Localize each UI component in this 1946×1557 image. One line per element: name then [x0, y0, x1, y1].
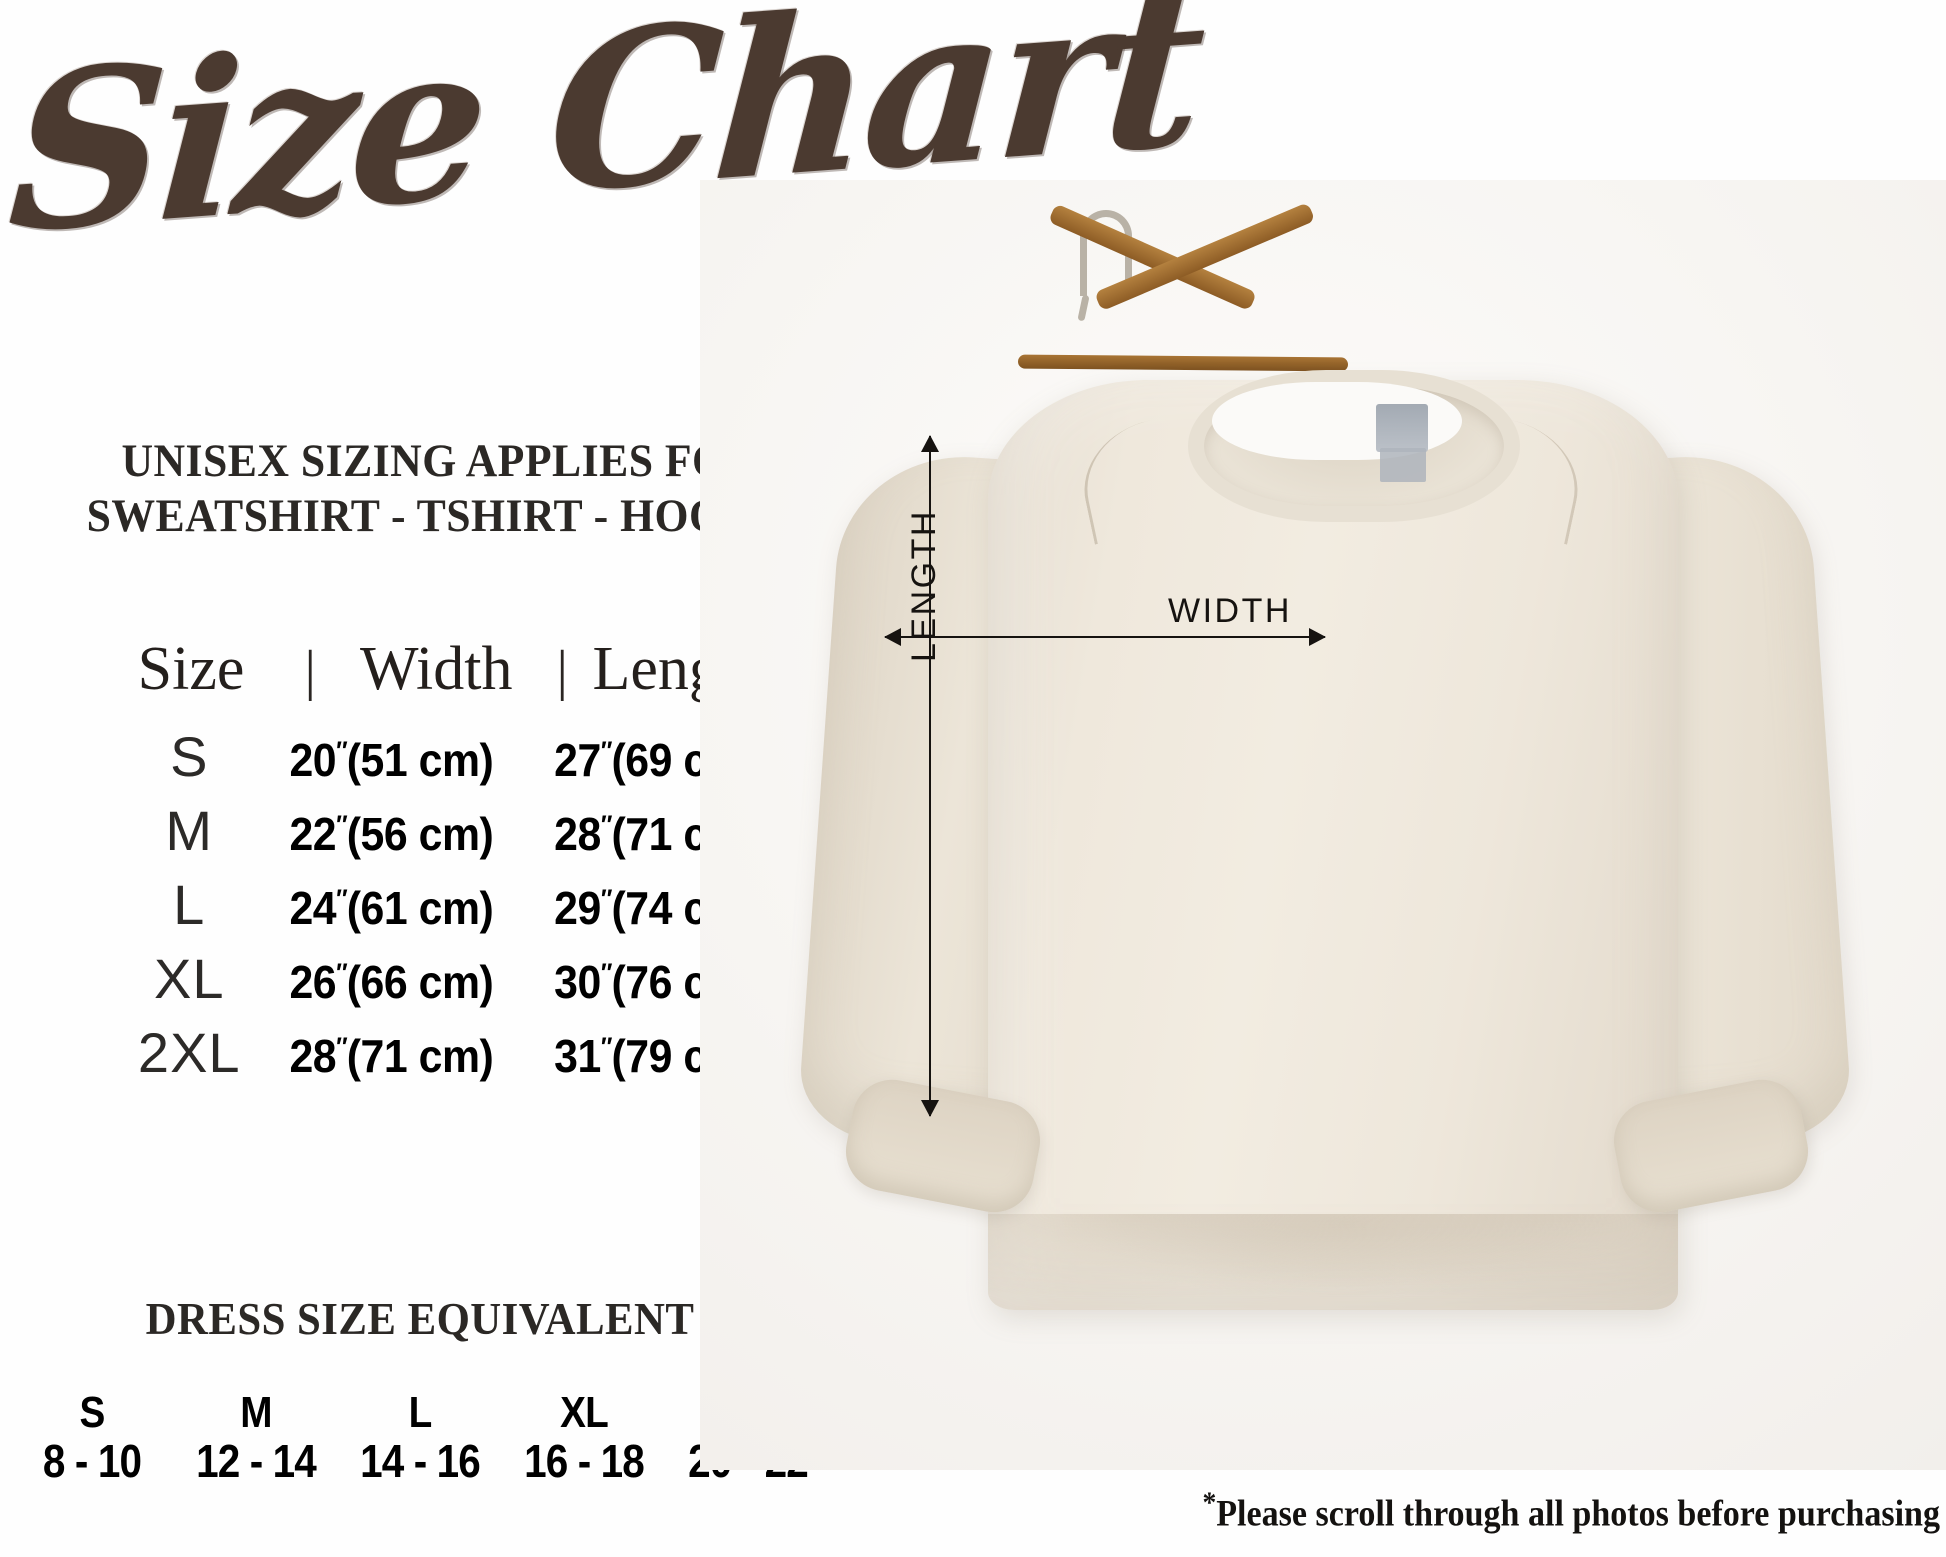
garment-photo: [700, 180, 1946, 1470]
dress-size-cell: S 8 - 10: [10, 1388, 174, 1488]
length-arrow-icon: [921, 435, 939, 1117]
length-inches: 29: [554, 882, 602, 934]
dress-size-cell: XL 16 - 18: [502, 1388, 666, 1488]
length-inches: 30: [554, 956, 602, 1008]
column-header-width: Width: [359, 635, 513, 703]
cell-size: M: [165, 799, 214, 862]
length-measure-label: LENGTH: [905, 509, 943, 662]
length-inches: 28: [554, 808, 602, 860]
cell-size: 2XL: [137, 1021, 241, 1084]
table-row: S 20″(51 cm) 27″(69 cm): [96, 724, 796, 798]
inch-mark: ″: [601, 809, 613, 840]
cell-length: 31″(79 cm): [530, 1029, 777, 1083]
length-inches: 31: [554, 1030, 602, 1082]
length-inches: 27: [554, 734, 602, 786]
dress-size-range: 14 - 16: [360, 1435, 481, 1488]
sweatshirt-illustration: [796, 348, 1854, 1368]
table-row: L 24″(61 cm) 29″(74 cm): [96, 872, 796, 946]
width-cm: (71 cm): [347, 1030, 494, 1082]
width-inches: 26: [289, 956, 337, 1008]
cell-size: L: [173, 873, 206, 936]
table-row: 2XL 28″(71 cm) 31″(79 cm): [96, 1020, 796, 1094]
cell-width: 28″(71 cm): [282, 1029, 512, 1083]
dress-size-range: 12 - 14: [196, 1435, 317, 1488]
dress-size-label: L: [408, 1388, 433, 1437]
size-table-body: S 20″(51 cm) 27″(69 cm) M 22″(56 cm) 28″…: [96, 724, 796, 1094]
cell-size: XL: [153, 947, 225, 1010]
inch-mark: ″: [601, 957, 613, 988]
disclaimer-text: Please scroll through all photos before …: [1216, 1493, 1940, 1535]
width-cm: (66 cm): [347, 956, 494, 1008]
disclaimer-note: *Please scroll through all photos before…: [983, 1486, 1940, 1535]
dress-size-cell: L 14 - 16: [338, 1388, 502, 1488]
dress-size-label: XL: [560, 1388, 609, 1437]
width-cm: (51 cm): [347, 734, 494, 786]
column-separator-2: |: [556, 640, 568, 702]
inch-mark: ″: [336, 957, 349, 988]
brand-tag: [1376, 404, 1428, 452]
width-cm: (61 cm): [347, 882, 494, 934]
dress-size-range: 16 - 18: [524, 1435, 645, 1488]
column-separator-1: |: [304, 640, 316, 702]
size-table-header: Size | Width | Length: [96, 638, 796, 700]
cell-width: 20″(51 cm): [282, 733, 512, 787]
cell-width: 26″(66 cm): [282, 955, 512, 1009]
cell-width: 22″(56 cm): [282, 807, 512, 861]
table-row: M 22″(56 cm) 28″(71 cm): [96, 798, 796, 872]
inch-mark: ″: [601, 1031, 613, 1062]
dress-size-label: M: [240, 1388, 272, 1437]
width-inches: 28: [289, 1030, 337, 1082]
width-measure-label: WIDTH: [1168, 592, 1292, 630]
asterisk-icon: *: [1202, 1486, 1217, 1519]
inch-mark: ″: [336, 1031, 349, 1062]
cell-width: 24″(61 cm): [282, 881, 512, 935]
width-arrow-icon: [884, 628, 1326, 646]
sweatshirt-body: [988, 380, 1678, 1310]
dress-size-heading: DRESS SIZE EQUIVALENT: [145, 1293, 695, 1344]
table-row: XL 26″(66 cm) 30″(76 cm): [96, 946, 796, 1020]
unisex-heading-line2: SWEATSHIRT - TSHIRT - HOODIES: [86, 490, 828, 543]
inch-mark: ″: [336, 883, 349, 914]
width-cm: (56 cm): [347, 808, 494, 860]
width-inches: 22: [289, 808, 337, 860]
unisex-sizing-heading: UNISEX SIZING APPLIES FOR SWEATSHIRT - T…: [86, 434, 828, 545]
dress-size-cell: M 12 - 14: [174, 1388, 338, 1488]
unisex-heading-line1: UNISEX SIZING APPLIES FOR: [121, 435, 759, 487]
inch-mark: ″: [336, 735, 349, 766]
dress-size-range: 8 - 10: [42, 1435, 142, 1488]
width-inches: 24: [289, 882, 337, 934]
inch-mark: ″: [336, 809, 349, 840]
inch-mark: ″: [601, 735, 613, 766]
dress-size-label: S: [79, 1388, 106, 1437]
column-header-size: Size: [137, 635, 245, 703]
inch-mark: ″: [601, 883, 613, 914]
width-inches: 20: [289, 734, 337, 786]
size-tag: [1380, 448, 1426, 482]
cell-size: S: [170, 725, 209, 788]
